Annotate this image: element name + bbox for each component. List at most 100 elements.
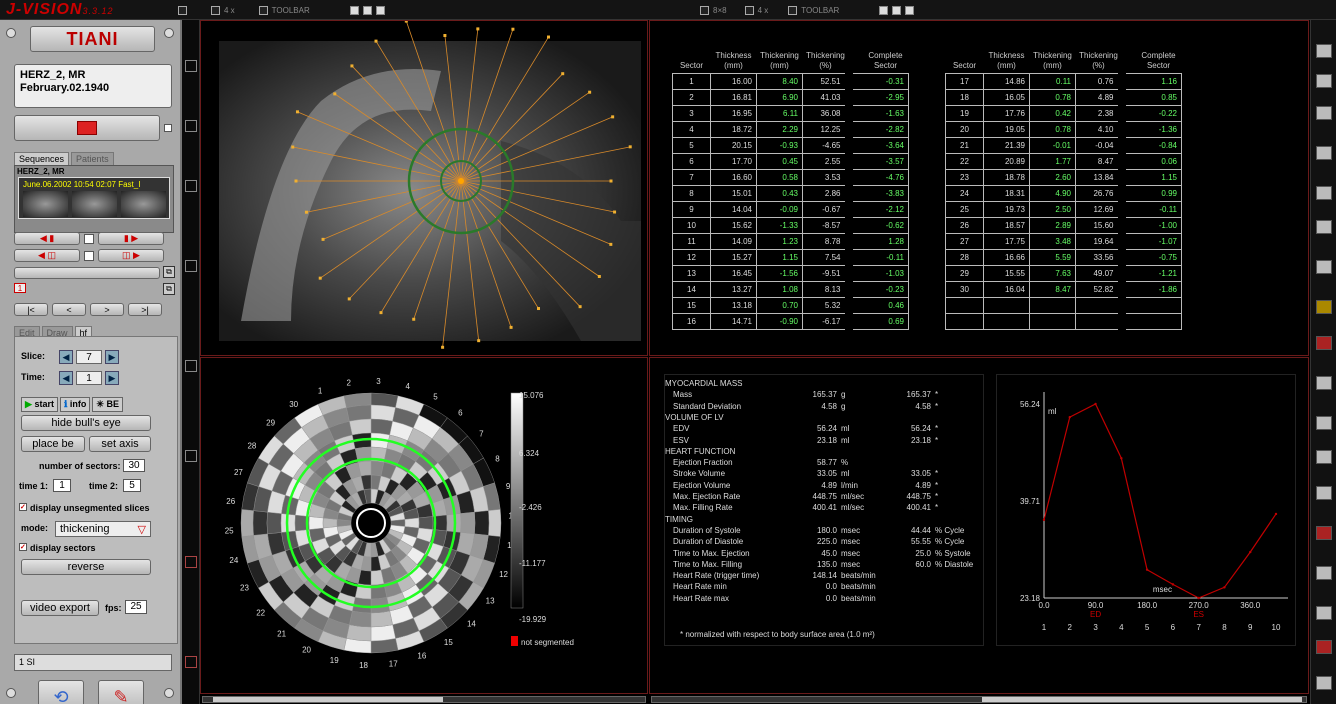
set-axis-button[interactable]: set axis [89,436,151,452]
back-button[interactable]: < [52,303,86,316]
sector-handle[interactable] [318,276,322,280]
mri-image[interactable] [201,21,647,355]
sector-handle[interactable] [511,27,515,31]
marker-icon[interactable] [1316,526,1332,540]
time-stepper[interactable]: ◀ 1 ▶ [59,370,119,386]
checkbox-checked[interactable]: ✓ [19,543,27,551]
reverse-button[interactable]: reverse [21,559,151,575]
document-icon[interactable] [1316,450,1332,464]
layout-3x3-icon[interactable] [185,450,197,462]
layout-1x2-icon[interactable] [185,120,197,132]
bulls-eye-segment[interactable] [308,516,324,530]
bulls-eye-segment[interactable] [488,509,502,537]
sector-handle[interactable] [609,242,613,246]
bulls-eye-segment[interactable] [370,610,393,628]
sectors-input[interactable]: 30 [123,459,145,472]
sector-handle[interactable] [304,210,308,214]
sector-handle[interactable] [374,39,378,43]
sector-handle[interactable] [321,237,325,241]
tab-sequences[interactable]: Sequences [14,152,70,166]
bulls-eye-segment[interactable] [240,509,254,537]
be-tab[interactable]: ✳ BE [92,397,123,412]
sector-handle[interactable] [588,90,592,94]
check-box-4[interactable] [879,5,889,15]
slice-down-icon[interactable]: ◀ [59,350,73,364]
bulls-eye-segment[interactable] [474,510,490,536]
sector-handle[interactable] [295,110,299,114]
grid-8-icon[interactable] [700,5,709,15]
slice-stepper[interactable]: ◀ 7 ▶ [59,349,119,365]
time-value[interactable]: 1 [76,371,102,385]
check-box-5[interactable] [892,5,902,15]
time-down-icon[interactable]: ◀ [59,371,73,385]
pen-icon[interactable] [1316,640,1332,654]
sector-handle[interactable] [547,35,550,39]
link-icon[interactable]: ⧉ [163,283,175,295]
first-button[interactable]: |< [14,303,48,316]
layout-2x2-icon[interactable] [185,260,197,272]
slice-value[interactable]: 7 [76,350,102,364]
scroll-thumb[interactable] [982,697,1302,702]
layout-3x2-icon[interactable] [185,360,197,372]
page-field[interactable]: 1 [14,283,26,293]
sector-handle[interactable] [379,311,383,315]
sector-handle[interactable] [537,307,540,311]
sector-handle[interactable] [443,34,447,38]
sector-handle[interactable] [291,145,295,149]
grid-4-icon[interactable] [1316,220,1332,234]
checkbox-checked[interactable]: ✓ [19,503,27,511]
thumbnail[interactable] [72,191,117,217]
bulls-eye-segment[interactable] [363,488,372,504]
check-box-6[interactable] [905,5,915,15]
bulls-eye-segment[interactable] [252,510,268,536]
tab-patients[interactable]: Patients [71,152,114,166]
info-tab[interactable]: ℹ info [59,397,91,412]
tool-icon-2[interactable] [1316,74,1332,88]
left-scrollbar[interactable] [202,696,646,703]
sector-handle[interactable] [441,345,445,349]
sector-handle[interactable] [404,21,408,23]
grid-icon[interactable] [1316,146,1332,160]
trash-icon[interactable] [185,656,197,668]
sector-handle[interactable] [628,145,632,149]
check-box-1[interactable] [349,5,359,15]
bulls-eye-segment[interactable] [370,418,393,436]
tool-icon-1[interactable] [1316,44,1332,58]
export-icon[interactable] [1316,676,1332,690]
layout-icon-2[interactable] [744,5,754,15]
bulls-eye-segment[interactable] [349,610,372,628]
sector-handle[interactable] [509,325,513,329]
tool-icon-3[interactable] [1316,106,1332,120]
bulls-eye-segment[interactable] [346,404,372,422]
key-icon[interactable] [1316,486,1332,500]
prev-series-button[interactable]: ◀ ◫ [14,249,80,262]
series-thumbnails[interactable]: June.06.2002 10:54 02:07 Fast_I [18,177,170,219]
bulls-eye-segment[interactable] [346,624,372,642]
grid-3-icon[interactable] [1316,186,1332,200]
tool-icon-16[interactable] [1316,606,1332,620]
sector-handle[interactable] [476,27,480,31]
link-icon[interactable]: ⧉ [163,266,175,278]
sector-handle[interactable] [333,92,337,96]
time2-input[interactable]: 5 [123,479,141,492]
bulls-eye-segment[interactable] [266,511,282,535]
highlight-icon[interactable] [1316,300,1332,314]
time1-input[interactable]: 1 [53,479,71,492]
nav-checkbox-2[interactable] [84,251,94,261]
scroll-thumb[interactable] [213,697,443,702]
layout-1x1-icon[interactable] [185,60,197,72]
sector-handle[interactable] [477,339,481,343]
nav-checkbox[interactable] [84,234,94,244]
bulls-eye-segment[interactable] [460,511,476,535]
toolbar-icon[interactable] [258,5,268,15]
sector-handle[interactable] [613,210,617,214]
bulls-eye-segment[interactable] [349,418,372,436]
grid-5-icon[interactable] [1316,260,1332,274]
prev-button[interactable]: ◀ ▮ [14,232,80,245]
sector-handle[interactable] [561,72,565,76]
place-be-button[interactable]: place be [21,436,85,452]
layout-grid-icon[interactable] [178,5,187,15]
slice-up-icon[interactable]: ▶ [105,350,119,364]
bulls-eye-segment[interactable] [404,517,420,529]
tools-button[interactable]: ✎ [98,680,144,704]
